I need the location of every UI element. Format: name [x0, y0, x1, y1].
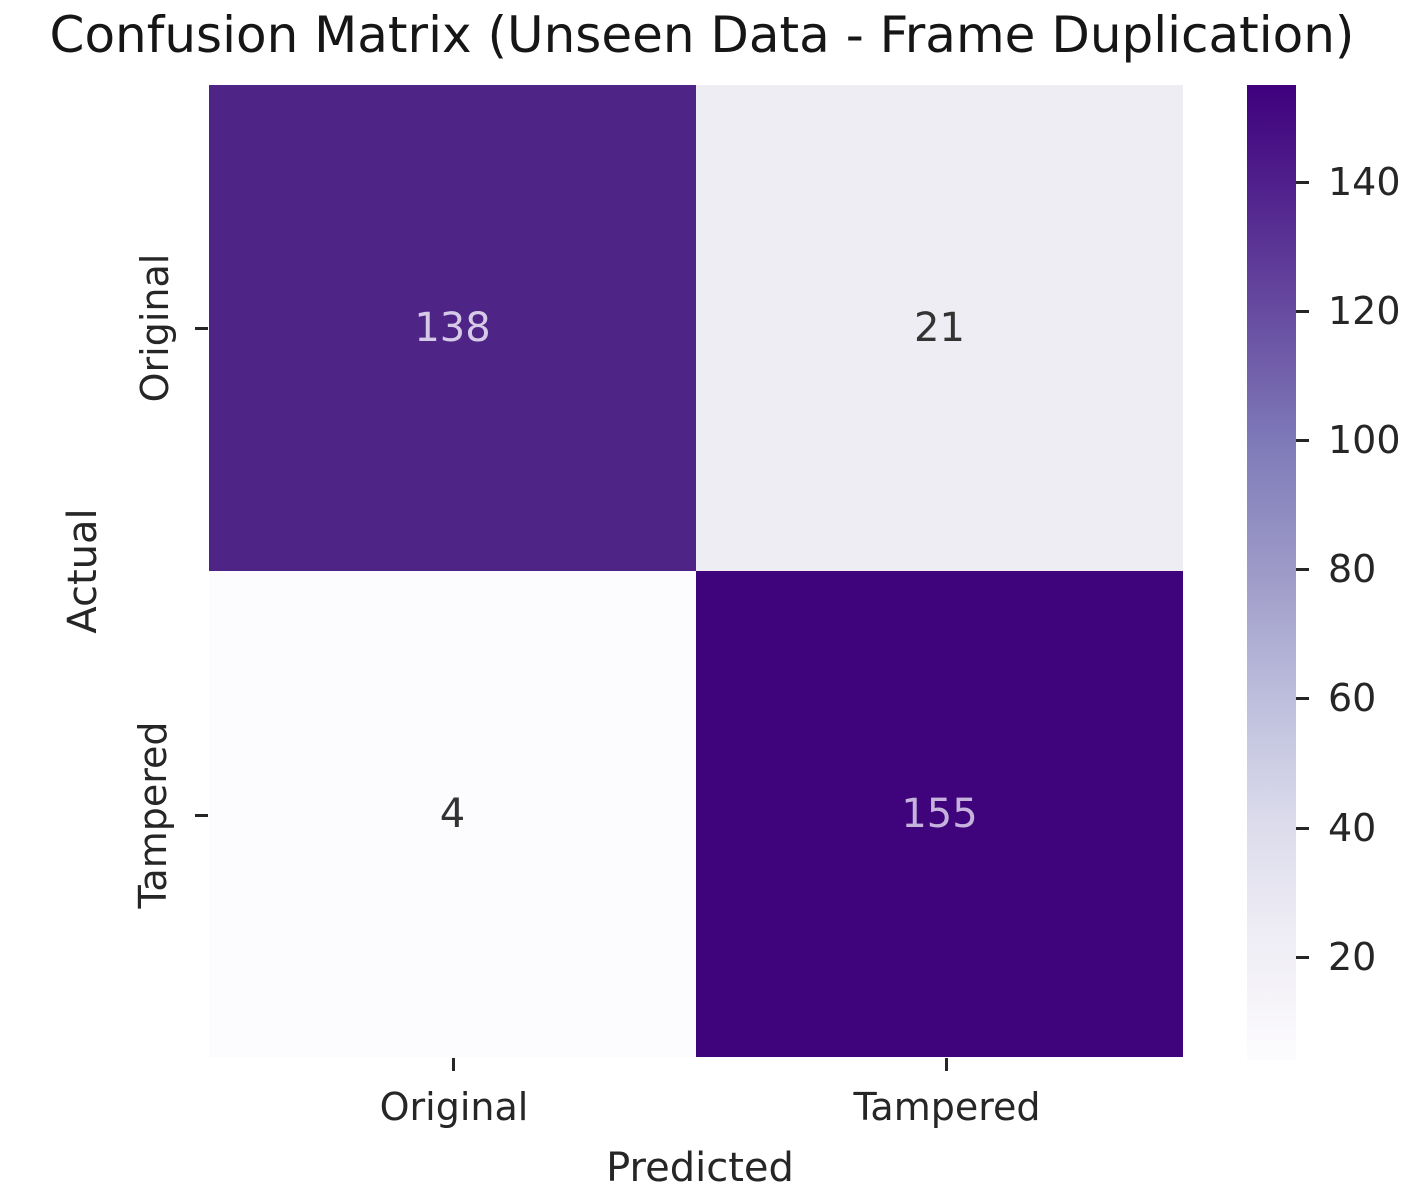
- y-tick-label-original: Original: [133, 253, 177, 403]
- colorbar-tick-mark: [1296, 826, 1309, 830]
- colorbar-tick-mark: [1296, 955, 1309, 959]
- x-tick-label-tampered: Tampered: [853, 1085, 1041, 1129]
- x-axis-label: Predicted: [606, 1145, 794, 1191]
- colorbar-tick-mark: [1296, 568, 1309, 572]
- colorbar-tick-mark: [1296, 697, 1309, 701]
- cell-value: 155: [901, 791, 978, 837]
- y-tick-label-tampered: Tampered: [131, 721, 175, 909]
- x-tick-label-original: Original: [379, 1085, 529, 1129]
- cell-value: 138: [414, 305, 491, 351]
- y-axis-label: Actual: [60, 508, 106, 634]
- colorbar-tick-label: 140: [1328, 159, 1401, 204]
- colorbar-tick-mark: [1296, 309, 1309, 313]
- colorbar-tick-label: 20: [1328, 934, 1377, 979]
- heatmap-cell-actual-tampered-pred-tampered: 155: [696, 571, 1183, 1057]
- heatmap-cell-actual-tampered-pred-original: 4: [209, 571, 696, 1057]
- heatmap-cell-actual-original-pred-original: 138: [209, 85, 696, 571]
- colorbar-tick-label: 100: [1328, 418, 1401, 463]
- x-tick-original: [452, 1058, 455, 1071]
- heatmap-cell-actual-original-pred-tampered: 21: [696, 85, 1183, 571]
- colorbar-tick-label: 40: [1328, 805, 1377, 850]
- colorbar-tick-mark: [1296, 439, 1309, 443]
- cell-value: 4: [439, 791, 466, 837]
- heatmap-plot: 138 21 4 155: [209, 85, 1183, 1057]
- colorbar-ticks: 140 120 100 80 60 40 20: [1296, 85, 1416, 1060]
- y-tick-original: [195, 327, 208, 330]
- colorbar: [1247, 85, 1296, 1060]
- x-tick-tampered: [945, 1058, 948, 1071]
- colorbar-tick-label: 120: [1328, 288, 1401, 333]
- chart-title: Confusion Matrix (Unseen Data - Frame Du…: [49, 6, 1355, 64]
- colorbar-tick-label: 80: [1328, 547, 1377, 592]
- colorbar-tick-mark: [1296, 180, 1309, 184]
- y-tick-tampered: [195, 814, 208, 817]
- colorbar-tick-label: 60: [1328, 676, 1377, 721]
- cell-value: 21: [914, 305, 965, 351]
